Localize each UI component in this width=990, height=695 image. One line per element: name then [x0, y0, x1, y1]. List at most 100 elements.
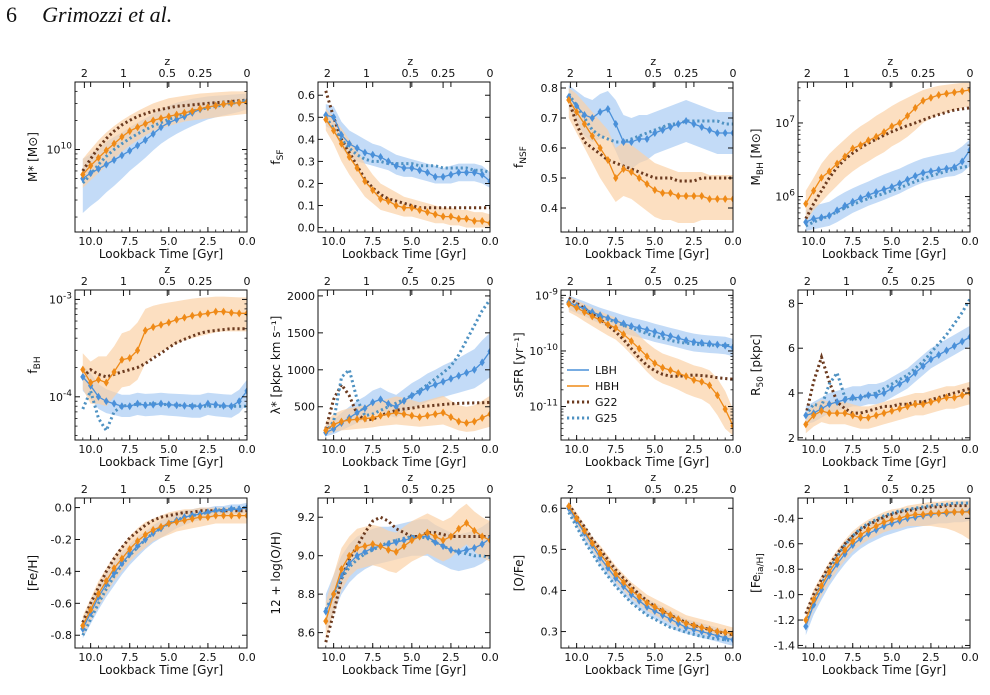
z-tick-label: 2 [324, 67, 331, 80]
marker-hbh [95, 153, 102, 162]
marker-hbh [189, 107, 195, 116]
marker-lbh [691, 337, 697, 346]
marker-lbh [660, 126, 666, 134]
marker-hbh [197, 310, 203, 319]
marker-lbh [370, 398, 376, 407]
x-tick-label: 5.0 [403, 651, 421, 664]
y-tick-label: 8.8 [298, 588, 316, 601]
marker-lbh [889, 384, 895, 393]
marker-lbh [597, 553, 603, 562]
marker-hbh [80, 621, 86, 630]
z-tick-label: 0.25 [188, 67, 213, 80]
marker-hbh [865, 136, 871, 145]
marker-hbh [897, 404, 903, 413]
marker-hbh [834, 159, 840, 168]
marker-lbh [667, 123, 674, 131]
line-hbh [82, 310, 247, 384]
marker-lbh [936, 350, 942, 359]
y-axis-label: fBH [26, 356, 43, 373]
marker-hbh [691, 192, 697, 200]
y-tick-label: 0.2 [298, 177, 316, 190]
z-tick-label: 0.5 [159, 483, 177, 496]
marker-hbh [111, 367, 117, 376]
marker-lbh [928, 355, 934, 364]
x-tick-label: 10.0 [564, 651, 589, 664]
marker-lbh [424, 383, 431, 392]
x-tick-label: 7.5 [607, 235, 625, 248]
z-tick-label: 1 [120, 67, 127, 80]
marker-lbh [440, 377, 446, 386]
line-lbh [805, 336, 970, 417]
marker-lbh [920, 168, 926, 177]
marker-lbh [936, 165, 942, 174]
marker-lbh [589, 308, 595, 317]
marker-lbh [699, 338, 705, 347]
marker-lbh [338, 130, 345, 139]
marker-hbh [589, 539, 595, 548]
x-tick-label: 0.0 [724, 651, 742, 664]
y-tick-label: 0.0 [55, 502, 73, 515]
marker-lbh [912, 368, 918, 377]
marker-lbh [842, 201, 848, 210]
marker-hbh [811, 411, 817, 420]
marker-lbh [873, 391, 879, 400]
x-axis-label: Lookback Time [Gyr] [822, 663, 946, 677]
marker-hbh [323, 115, 329, 124]
marker-lbh [605, 105, 611, 113]
x-tick-label: 10.0 [564, 443, 589, 456]
x-tick-label: 10.0 [801, 235, 826, 248]
marker-lbh [479, 540, 485, 549]
marker-hbh [675, 615, 681, 624]
z-tick-label: 0.25 [674, 275, 699, 288]
chart-panel-4: 10.0 7.5 5.0 2.5 0.0 Lookback Time [Gyr] 2 1 0.5… [749, 55, 979, 261]
y-axis-label: λ* [pkpc km s⁻¹] [269, 316, 283, 415]
marker-hbh [920, 400, 926, 409]
marker-hbh [463, 519, 470, 527]
marker-hbh [873, 132, 879, 141]
marker-hbh [912, 103, 918, 112]
marker-lbh [636, 596, 642, 605]
plot-area [323, 90, 490, 228]
marker-hbh [667, 366, 674, 375]
marker-lbh [897, 380, 903, 389]
marker-lbh [834, 397, 840, 406]
line-g22 [567, 296, 733, 381]
z-tick-label: 1 [843, 483, 850, 496]
z-tick-label: 1 [843, 275, 850, 288]
marker-lbh [205, 508, 211, 517]
marker-lbh [959, 337, 965, 346]
marker-lbh [440, 542, 446, 551]
z-tick-label: 0.5 [645, 67, 663, 80]
marker-lbh [377, 395, 384, 404]
y-tick-label: 107 [775, 115, 795, 130]
marker-hbh [354, 164, 360, 173]
y-tick-label: 0.6 [541, 142, 559, 155]
z-tick-label: 2 [81, 275, 88, 288]
marker-lbh [150, 400, 156, 409]
line-hbh [805, 511, 970, 621]
marker-hbh [730, 195, 733, 203]
marker-hbh [103, 576, 109, 585]
marker-hbh [197, 513, 203, 522]
plot-area [80, 502, 247, 639]
marker-lbh [881, 185, 887, 194]
chart-panel-11: 10.0 7.5 5.0 2.5 0.0 Lookback Time [Gyr] 2 1 0.5… [512, 471, 742, 677]
marker-lbh [432, 380, 438, 389]
marker-lbh [409, 164, 415, 173]
band-lbh [805, 139, 970, 231]
x-axis-label: Lookback Time [Gyr] [342, 247, 466, 261]
marker-hbh [228, 308, 234, 317]
y-tick-label: 0.5 [298, 111, 316, 124]
marker-lbh [479, 170, 485, 179]
plot-area [803, 500, 970, 636]
marker-hbh [448, 413, 454, 422]
marker-hbh [127, 127, 133, 136]
marker-hbh [818, 406, 825, 415]
line-hbh [325, 118, 490, 224]
marker-hbh [660, 363, 666, 372]
z-tick-label: 2 [804, 67, 811, 80]
y-tick-label: -0.6 [774, 538, 795, 551]
marker-lbh [456, 547, 462, 556]
y-tick-label: 9.2 [298, 511, 316, 524]
